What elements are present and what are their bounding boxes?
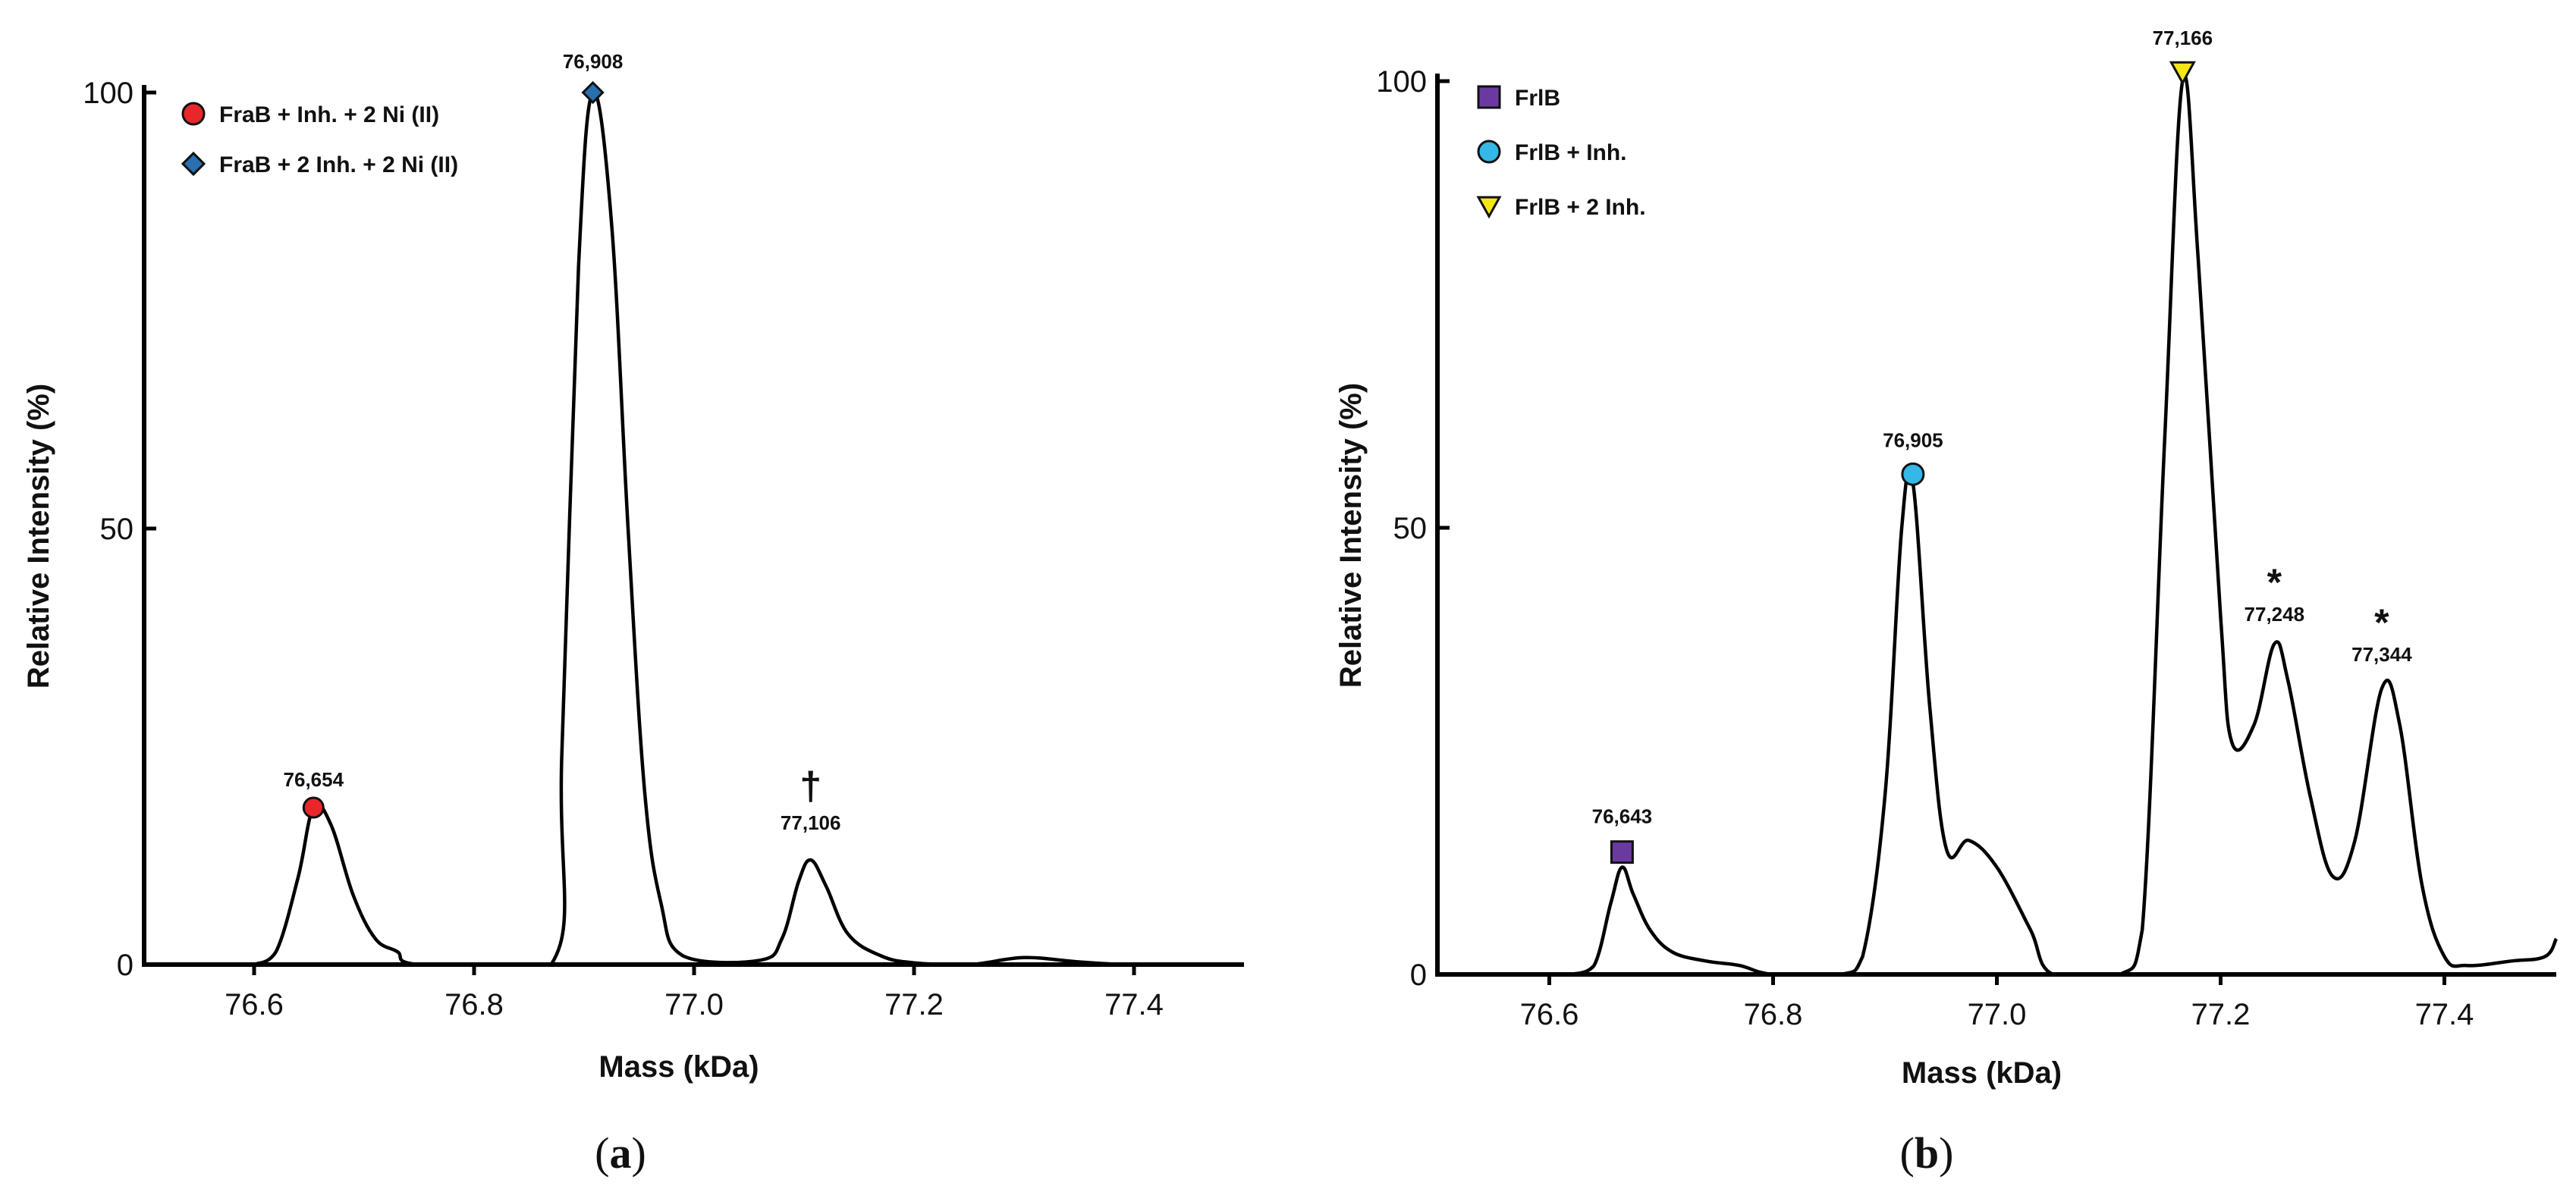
x-tick-label: 76.6 — [225, 988, 284, 1021]
caption-close-paren: ) — [1939, 1128, 1953, 1178]
x-tick-label: 77.0 — [664, 988, 724, 1021]
x-tick-label: 77.2 — [2191, 998, 2251, 1031]
asterisk-annotation: * — [2267, 561, 2282, 604]
x-tick-label: 77.0 — [1968, 998, 2027, 1031]
x-tick-label: 77.4 — [1104, 988, 1164, 1021]
y-tick-label: 0 — [1410, 959, 1427, 992]
asterisk-annotation: * — [2374, 601, 2389, 644]
peak-marker-triangle-down — [2169, 61, 2196, 86]
x-axis-title: Mass (kDa) — [1902, 1056, 2062, 1090]
panel-b: 0 50 100 76.6 76.8 77.0 77.2 77.4 Mass (kDa) Rela… — [1334, 27, 2559, 1178]
y-tick-label: 100 — [83, 77, 134, 110]
panel-a: 0 50 100 76.6 76.8 77.0 77.2 77.4 Mass (kDa) Rela… — [22, 50, 1244, 1178]
y-tick-label: 0 — [117, 949, 134, 982]
x-tick-label: 76.6 — [1520, 998, 1579, 1031]
y-tick-label: 100 — [1376, 65, 1427, 99]
x-axis-title: Mass (kDa) — [598, 1050, 759, 1084]
caption-open-paren: ( — [595, 1128, 609, 1178]
legend-label: FrlB + Inh. — [1515, 140, 1627, 165]
legend-marker-diamond — [181, 151, 206, 177]
caption-letter: b — [1915, 1128, 1939, 1178]
legend-label: FraB + Inh. + 2 Ni (II) — [219, 102, 439, 127]
legend-label: FrlB — [1515, 86, 1560, 111]
peak-label: 76,905 — [1883, 428, 1943, 451]
spectrum-line-1 — [253, 89, 1244, 967]
legend-marker-circle — [1477, 140, 1501, 164]
panel-caption: (a) — [595, 1128, 646, 1178]
peak-marker-square — [1610, 840, 1634, 864]
y-axis-title: Relative Intensity (%) — [22, 384, 55, 689]
caption-open-paren: ( — [1900, 1128, 1915, 1178]
peak-label: 77,344 — [2351, 643, 2412, 666]
peak-label: 77,248 — [2245, 603, 2305, 626]
peak-label: 76,654 — [284, 768, 344, 791]
legend-marker-circle — [181, 102, 206, 126]
peak-label: 76,643 — [1592, 805, 1653, 828]
x-tick-label: 76.8 — [445, 988, 504, 1021]
y-tick-label: 50 — [1393, 512, 1428, 545]
legend-marker-square — [1477, 85, 1501, 109]
x-tick-label: 77.2 — [884, 988, 944, 1021]
x-tick-label: 77.4 — [2415, 998, 2474, 1031]
caption-close-paren: ) — [632, 1128, 646, 1178]
peak-marker-circle — [1901, 462, 1925, 486]
panel-caption: (b) — [1900, 1128, 1954, 1178]
peak-marker-circle — [302, 796, 325, 819]
legend-label: FrlB + 2 Inh. — [1515, 195, 1646, 220]
x-tick-label: 76.8 — [1744, 998, 1803, 1031]
y-axis-title: Relative Intensity (%) — [1334, 383, 1368, 688]
legend-marker-triangle-down — [1476, 196, 1502, 219]
peak-label: 77,106 — [781, 811, 841, 834]
spectrum-line-1 — [1571, 74, 2559, 977]
caption-letter: a — [610, 1128, 632, 1178]
peak-marker-diamond — [581, 80, 605, 105]
peak-label: 76,908 — [563, 50, 624, 73]
y-tick-label: 50 — [100, 513, 134, 546]
legend-label: FraB + 2 Inh. + 2 Ni (II) — [219, 152, 458, 177]
peak-label: 77,166 — [2153, 27, 2213, 49]
dagger-annotation: † — [800, 764, 821, 808]
